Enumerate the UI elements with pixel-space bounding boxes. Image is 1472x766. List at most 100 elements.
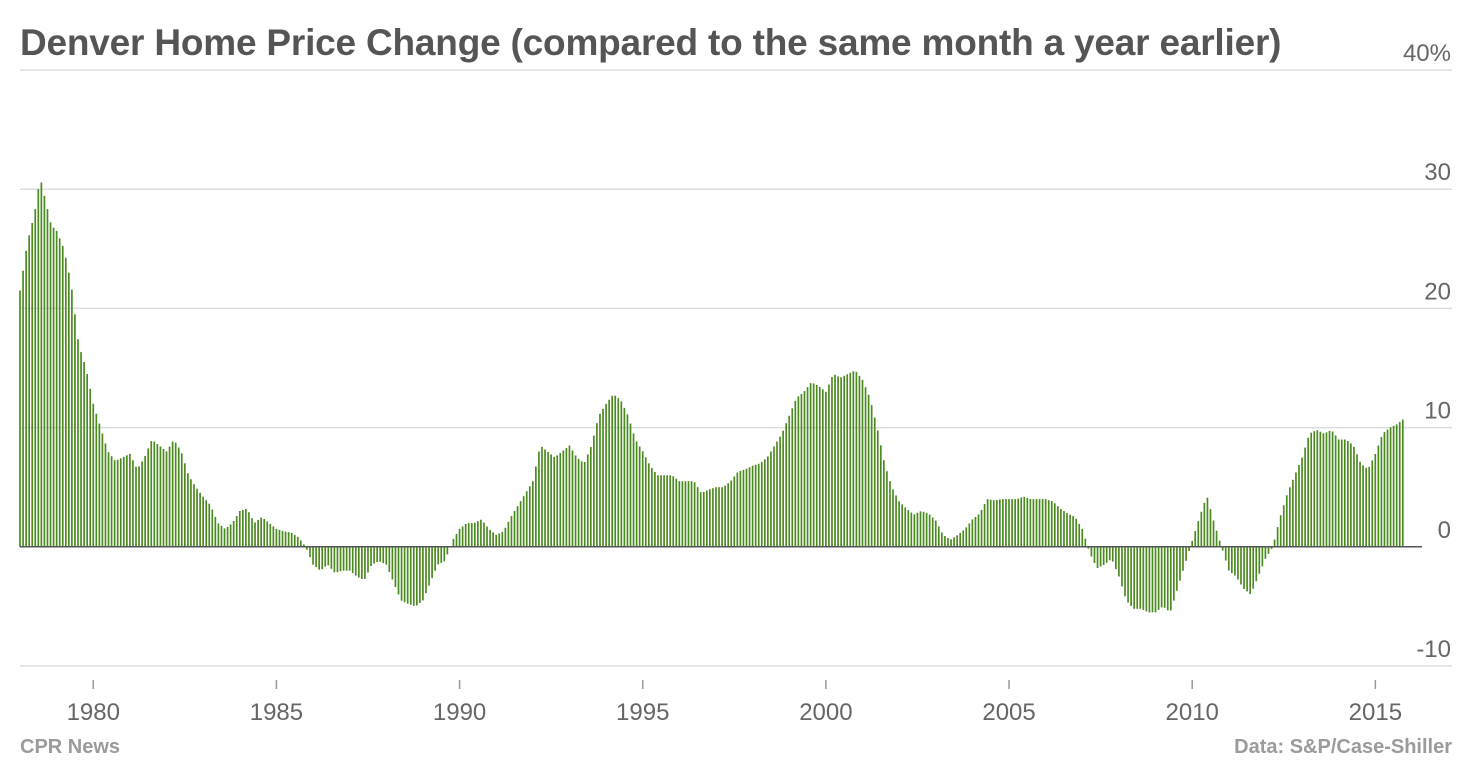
bar: [354, 546, 357, 576]
bar: [1142, 546, 1145, 610]
bar: [235, 516, 238, 547]
bar: [541, 446, 543, 547]
x-tick-label: 2005: [982, 699, 1035, 726]
bar: [303, 544, 305, 547]
bar: [184, 463, 186, 547]
bar: [1285, 495, 1288, 547]
bar: [1386, 429, 1389, 547]
bar: [782, 430, 784, 547]
bar: [553, 456, 556, 547]
bar: [644, 457, 647, 547]
bar: [321, 546, 324, 570]
bar: [937, 526, 940, 547]
bar: [1206, 497, 1209, 547]
bar: [1099, 546, 1102, 567]
bar: [336, 546, 339, 573]
bar: [345, 546, 348, 571]
bar: [999, 499, 1001, 547]
bar: [406, 546, 409, 604]
bar: [77, 339, 79, 547]
bar: [931, 517, 934, 547]
bar: [467, 522, 470, 547]
bar: [1282, 505, 1285, 547]
bar: [55, 230, 58, 547]
bar: [1243, 546, 1245, 589]
bar: [953, 537, 955, 547]
bar: [883, 460, 885, 547]
bar: [1069, 514, 1071, 547]
bar: [1368, 466, 1371, 547]
bar: [217, 523, 220, 547]
bar: [241, 510, 244, 547]
bar: [318, 546, 320, 570]
bar: [1182, 546, 1184, 571]
bar: [983, 503, 986, 547]
bar: [528, 486, 531, 547]
bar: [956, 535, 958, 547]
bar: [968, 523, 971, 547]
bar: [629, 423, 632, 547]
bar: [415, 546, 418, 606]
bar: [626, 414, 629, 547]
bar: [535, 466, 537, 547]
bar: [525, 491, 528, 547]
bar: [1304, 447, 1306, 547]
bar: [293, 534, 296, 547]
bar: [1020, 497, 1023, 547]
bar: [611, 395, 614, 547]
bar: [147, 448, 150, 547]
bar: [263, 518, 266, 547]
bar: [1377, 445, 1380, 547]
bar: [83, 362, 85, 547]
bar: [596, 423, 598, 547]
bar: [889, 481, 891, 547]
bar: [562, 450, 565, 547]
bar: [388, 546, 391, 573]
bar: [168, 446, 171, 547]
bar: [1307, 437, 1309, 547]
bar: [895, 495, 897, 547]
bar: [840, 377, 842, 547]
bar: [257, 519, 259, 547]
bar: [61, 245, 64, 547]
bar: [678, 481, 681, 547]
bar: [1301, 457, 1303, 547]
bar: [721, 487, 723, 547]
bar: [165, 451, 168, 547]
x-tick-label: 1990: [433, 699, 486, 726]
bar: [589, 447, 592, 547]
bar: [196, 488, 198, 547]
bar: [751, 465, 754, 547]
bar: [333, 546, 336, 573]
bar: [773, 446, 775, 547]
bar: [672, 476, 675, 547]
bar: [828, 384, 830, 547]
bar: [1221, 546, 1224, 551]
bar: [718, 487, 720, 547]
x-tick-label: 1995: [616, 699, 669, 726]
bar: [80, 352, 82, 547]
bar: [1224, 546, 1227, 561]
y-axis-ticks: -10 0 10 20 30 40%: [1403, 40, 1451, 663]
bar: [498, 533, 501, 547]
bar: [483, 522, 485, 547]
bar: [1026, 497, 1029, 547]
bar: [1139, 546, 1142, 609]
bar: [1108, 546, 1111, 561]
bar: [654, 472, 656, 547]
bar: [821, 389, 824, 547]
bar: [324, 546, 327, 567]
bar: [339, 546, 342, 572]
bar: [119, 458, 122, 547]
bar: [95, 413, 98, 547]
bar: [873, 417, 876, 547]
bar: [138, 466, 140, 547]
x-tick-label: 1980: [67, 699, 120, 726]
bar: [818, 386, 821, 547]
bar: [403, 546, 406, 603]
bar: [959, 532, 962, 547]
bar: [1093, 546, 1096, 563]
bar: [947, 538, 949, 547]
bar: [1313, 431, 1316, 547]
bar: [43, 195, 46, 547]
